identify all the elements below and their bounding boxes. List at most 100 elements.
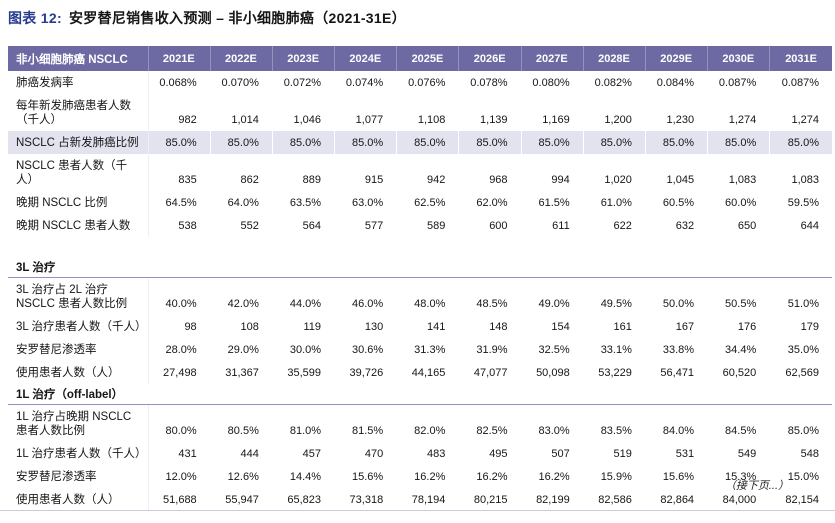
table-cell: 51.0%: [769, 277, 832, 315]
table-cell: 0.084%: [644, 71, 708, 94]
table-cell: 82,864: [644, 488, 708, 511]
table-cell: 61.0%: [582, 191, 646, 214]
table-cell: 62,569: [769, 361, 832, 384]
table-cell: 0.076%: [396, 71, 459, 94]
table-header-row: 非小细胞肺癌 NSCLC 2021E 2022E 2023E 2024E 2025E 202…: [8, 46, 832, 71]
table-row: 3L 治疗占 2L 治疗 NSCLC 患者人数比例 40.0% 42.0% 44.0%…: [8, 277, 832, 315]
table-cell: 31.9%: [458, 338, 522, 361]
table-cell: 64.5%: [147, 191, 211, 214]
table-cell: 80.0%: [147, 404, 211, 442]
table-cell: 1,230: [644, 94, 708, 131]
table-cell: 889: [271, 154, 335, 191]
table-cell: 85.0%: [209, 131, 273, 154]
table-cell: 15.9%: [582, 465, 646, 488]
table-body: 肺癌发病率 0.068% 0.070% 0.072% 0.074% 0.076% 0.078…: [8, 71, 832, 511]
table-cell: 31.3%: [396, 338, 459, 361]
table-cell: 0.082%: [582, 71, 646, 94]
table-cell: 50,098: [520, 361, 584, 384]
table-cell: 49.0%: [520, 277, 584, 315]
table-cell: 470: [334, 442, 397, 465]
table-cell: 42.0%: [209, 277, 273, 315]
table-cell: 1,014: [209, 94, 273, 131]
spacer-row: [8, 237, 832, 257]
table-cell: 0.070%: [209, 71, 273, 94]
table-cell: 1,169: [520, 94, 584, 131]
table-cell: 108: [209, 315, 273, 338]
table-header-year: 2023E: [271, 46, 335, 71]
table-row: 1L 治疗患者人数（千人） 431 444 457 470 483 495 507 519 531…: [8, 442, 832, 465]
table-header-year: 2022E: [209, 46, 273, 71]
table-cell: 15.0%: [769, 465, 832, 488]
table-cell: 84.0%: [644, 404, 708, 442]
table-cell: 589: [396, 214, 459, 237]
table-cell: 942: [396, 154, 459, 191]
table-cell: 55,947: [209, 488, 273, 511]
table-cell: 600: [458, 214, 522, 237]
row-label: 1L 治疗患者人数（千人）: [8, 442, 149, 465]
section-header-row: 1L 治疗（off-label）: [8, 384, 832, 405]
table-cell: 83.0%: [520, 404, 584, 442]
table-cell: 915: [334, 154, 397, 191]
table-cell: 53,229: [582, 361, 646, 384]
forecast-table: 非小细胞肺癌 NSCLC 2021E 2022E 2023E 2024E 2025E 202…: [8, 46, 832, 511]
table-cell: 1,083: [769, 154, 832, 191]
table-cell: 1,108: [396, 94, 459, 131]
table-cell: 85.0%: [334, 131, 397, 154]
table-cell: 64.0%: [209, 191, 273, 214]
table-cell: 34.4%: [707, 338, 770, 361]
table-cell: 27,498: [147, 361, 211, 384]
table-cell: 60.0%: [707, 191, 770, 214]
table-cell: 85.0%: [458, 131, 522, 154]
table-cell: 552: [209, 214, 273, 237]
table-cell: 1,083: [707, 154, 770, 191]
row-label: 晚期 NSCLC 比例: [8, 191, 149, 214]
table-cell: 12.6%: [209, 465, 273, 488]
table-cell: 538: [147, 214, 211, 237]
table-cell: 632: [644, 214, 708, 237]
table-cell: 78,194: [396, 488, 459, 511]
table-header-year: 2029E: [644, 46, 708, 71]
table-cell: 549: [707, 442, 770, 465]
table-cell: 0.087%: [707, 71, 770, 94]
table-cell: 82,154: [769, 488, 832, 511]
table-cell: 650: [707, 214, 770, 237]
table-cell: 50.0%: [644, 277, 708, 315]
table-cell: 994: [520, 154, 584, 191]
section-header-label: 3L 治疗: [8, 257, 832, 278]
table-cell: 0.068%: [147, 71, 211, 94]
table-cell: 82.0%: [396, 404, 459, 442]
table-cell: 62.5%: [396, 191, 459, 214]
section-header-label: 1L 治疗（off-label）: [8, 384, 832, 405]
table-cell: 85.0%: [707, 131, 770, 154]
table-cell: 611: [520, 214, 584, 237]
table-cell: 0.078%: [458, 71, 522, 94]
table-cell: 48.5%: [458, 277, 522, 315]
table-cell: 148: [458, 315, 522, 338]
table-row: NSCLC 患者人数（千人） 835 862 889 915 942 968 994 1,020…: [8, 154, 832, 191]
table-cell: 85.0%: [271, 131, 335, 154]
row-label: NSCLC 占新发肺癌比例: [8, 131, 149, 154]
table-cell: 35.0%: [769, 338, 832, 361]
table-cell: 80,215: [458, 488, 522, 511]
table-header-year: 2030E: [707, 46, 770, 71]
table-cell: 835: [147, 154, 211, 191]
table-header-year: 2024E: [334, 46, 397, 71]
table-cell: 179: [769, 315, 832, 338]
table-cell: 16.2%: [520, 465, 584, 488]
table-cell: 12.0%: [147, 465, 211, 488]
table-cell: 644: [769, 214, 832, 237]
table-cell: 83.5%: [582, 404, 646, 442]
row-label: NSCLC 患者人数（千人）: [8, 154, 149, 191]
table-cell: 48.0%: [396, 277, 459, 315]
table-cell: 16.2%: [396, 465, 459, 488]
table-row: 3L 治疗患者人数（千人） 98 108 119 130 141 148 154 161 167 1…: [8, 315, 832, 338]
table-row: 晚期 NSCLC 比例 64.5% 64.0% 63.5% 63.0% 62.5% 62.0…: [8, 191, 832, 214]
table-cell: 30.6%: [334, 338, 397, 361]
table-cell: 176: [707, 315, 770, 338]
table-cell: 65,823: [271, 488, 335, 511]
table-cell: 85.0%: [396, 131, 459, 154]
table-cell: 33.8%: [644, 338, 708, 361]
table-cell: 507: [520, 442, 584, 465]
table-cell: 56,471: [644, 361, 708, 384]
table-cell: 46.0%: [334, 277, 397, 315]
